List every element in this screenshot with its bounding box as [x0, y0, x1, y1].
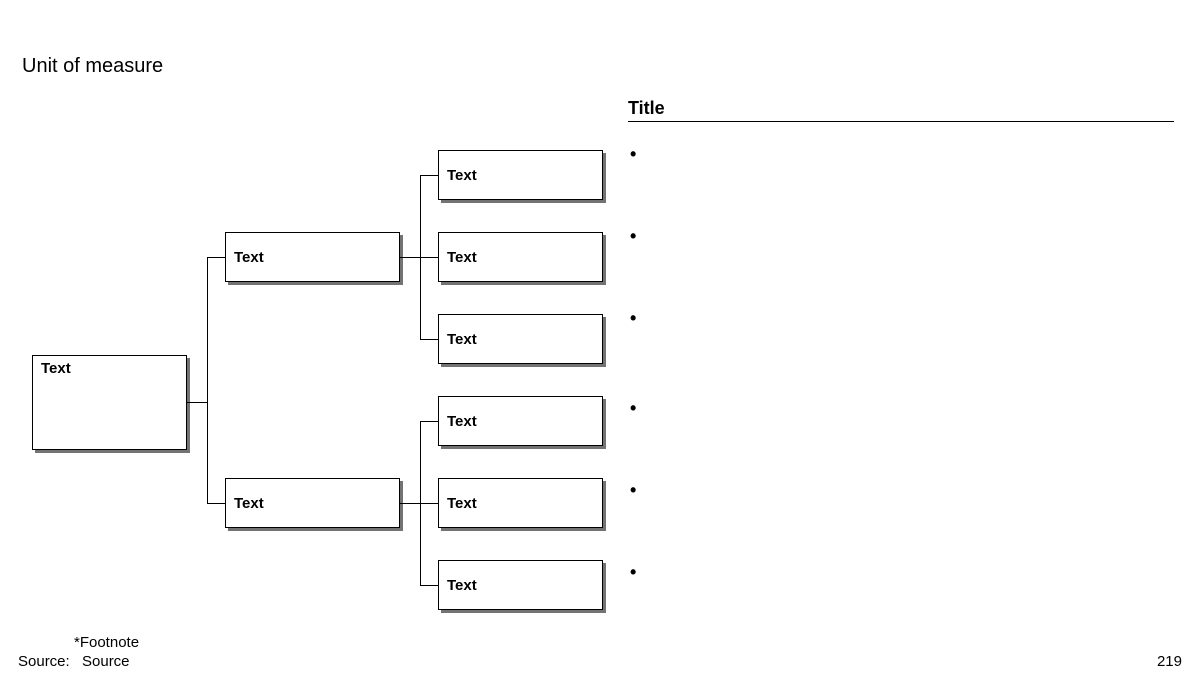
tree-leaf-1-3-box: Text [438, 314, 603, 364]
tree-connector [420, 585, 438, 586]
side-panel-title: Title [628, 98, 665, 119]
tree-root-box: Text [32, 355, 187, 450]
tree-leaf-1-2-box: Text [438, 232, 603, 282]
bullet-6: • [630, 562, 636, 583]
source-label: Source: [18, 653, 70, 670]
bullet-3: • [630, 308, 636, 329]
tree-branch-2-label: Text [234, 495, 264, 512]
bullet-4: • [630, 398, 636, 419]
unit-of-measure-label: Unit of measure [22, 55, 163, 78]
tree-connector [400, 503, 420, 504]
tree-root-label: Text [41, 360, 71, 377]
tree-connector [207, 503, 225, 504]
tree-leaf-1-1-box: Text [438, 150, 603, 200]
tree-connector [420, 257, 438, 258]
tree-connector [207, 257, 225, 258]
tree-connector [420, 175, 438, 176]
tree-leaf-2-3-label: Text [447, 577, 477, 594]
tree-connector [420, 503, 438, 504]
bullet-2: • [630, 226, 636, 247]
tree-leaf-1-1-label: Text [447, 167, 477, 184]
tree-connector [207, 257, 208, 503]
tree-branch-2-box: Text [225, 478, 400, 528]
side-panel-title-rule [628, 121, 1174, 122]
tree-leaf-2-2-label: Text [447, 495, 477, 512]
tree-branch-1-label: Text [234, 249, 264, 266]
bullet-1: • [630, 144, 636, 165]
source-value: Source [82, 653, 130, 670]
tree-connector [420, 339, 438, 340]
tree-leaf-1-3-label: Text [447, 331, 477, 348]
tree-connector [187, 402, 207, 403]
tree-connector [420, 421, 438, 422]
tree-connector [400, 257, 420, 258]
page-number: 219 [1157, 653, 1182, 670]
tree-leaf-2-1-box: Text [438, 396, 603, 446]
tree-branch-1-box: Text [225, 232, 400, 282]
tree-leaf-2-1-label: Text [447, 413, 477, 430]
tree-leaf-1-2-label: Text [447, 249, 477, 266]
tree-leaf-2-3-box: Text [438, 560, 603, 610]
footnote-text: *Footnote [74, 634, 139, 651]
tree-leaf-2-2-box: Text [438, 478, 603, 528]
bullet-5: • [630, 480, 636, 501]
